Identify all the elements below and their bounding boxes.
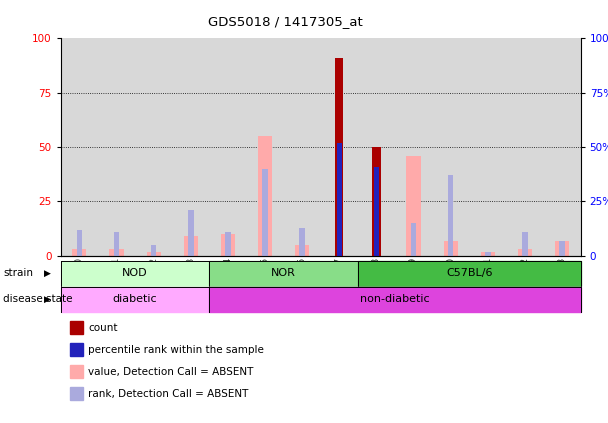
Bar — [114, 232, 119, 256]
Bar — [559, 241, 565, 256]
Bar — [77, 230, 82, 256]
Bar — [337, 143, 342, 256]
Text: NOD: NOD — [122, 268, 148, 278]
Bar — [485, 252, 491, 256]
Bar — [209, 261, 358, 286]
Bar — [61, 261, 209, 286]
Bar — [61, 287, 209, 312]
Text: rank, Detection Call = ABSENT: rank, Detection Call = ABSENT — [88, 389, 249, 399]
Text: disease state: disease state — [3, 294, 72, 305]
Bar — [407, 156, 421, 256]
Bar — [374, 167, 379, 256]
Text: value, Detection Call = ABSENT: value, Detection Call = ABSENT — [88, 367, 254, 377]
Text: diabetic: diabetic — [112, 294, 157, 305]
Text: count: count — [88, 323, 118, 333]
Bar — [209, 287, 581, 312]
Text: NOR: NOR — [271, 268, 296, 278]
Bar — [522, 232, 528, 256]
Bar — [258, 136, 272, 256]
Bar — [225, 232, 230, 256]
Bar — [555, 241, 569, 256]
Text: GDS5018 / 1417305_at: GDS5018 / 1417305_at — [209, 15, 363, 28]
Bar — [448, 175, 454, 256]
Bar — [358, 261, 581, 286]
Bar — [188, 210, 193, 256]
Bar — [151, 245, 156, 256]
Bar — [221, 234, 235, 256]
Bar — [335, 58, 344, 256]
Bar — [147, 252, 161, 256]
Bar — [262, 169, 268, 256]
Text: ▶: ▶ — [44, 269, 50, 278]
Bar — [411, 223, 416, 256]
Text: percentile rank within the sample: percentile rank within the sample — [88, 345, 264, 355]
Bar — [72, 250, 86, 256]
Bar — [109, 250, 123, 256]
Bar — [518, 250, 532, 256]
Text: non-diabetic: non-diabetic — [360, 294, 430, 305]
Bar — [372, 147, 381, 256]
Bar — [444, 241, 458, 256]
Bar — [299, 228, 305, 256]
Bar — [481, 252, 495, 256]
Text: ▶: ▶ — [44, 295, 50, 304]
Text: strain: strain — [3, 268, 33, 278]
Bar — [295, 245, 309, 256]
Text: C57BL/6: C57BL/6 — [446, 268, 492, 278]
Bar — [184, 236, 198, 256]
